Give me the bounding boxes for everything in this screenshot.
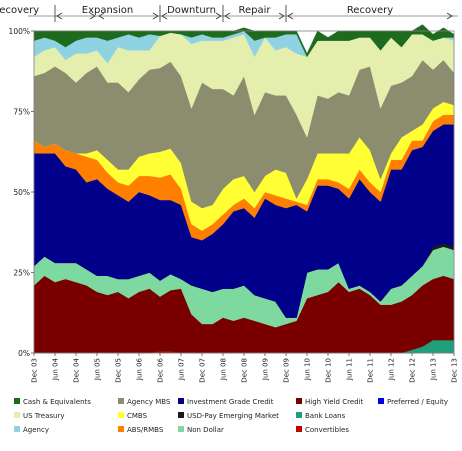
x-tick-label: Dec 08 bbox=[241, 358, 249, 383]
x-tick-label: Jun 13 bbox=[430, 358, 438, 381]
x-tick-label: Jun 05 bbox=[94, 358, 102, 381]
legend-swatch-cmbs bbox=[118, 412, 124, 418]
legend-label-bank-loans: Bank Loans bbox=[305, 412, 346, 420]
legend-label-agency-mbs: Agency MBS bbox=[127, 398, 171, 406]
phase-label: Recovery bbox=[347, 5, 393, 16]
legend-swatch-agency-mbs bbox=[118, 398, 124, 404]
phase-label: Downturn bbox=[167, 5, 216, 16]
phase-label: Repair bbox=[238, 5, 271, 16]
legend-swatch-usd-pay-emerging-market bbox=[178, 412, 184, 418]
x-tick-label: Dec 03 bbox=[31, 358, 39, 383]
x-tick-label: Jun 11 bbox=[346, 358, 354, 381]
legend-swatch-preferred-equity bbox=[378, 398, 384, 404]
legend-label-usd-pay-emerging-market: USD-Pay Emerging Market bbox=[187, 412, 279, 420]
phase-arrow-right bbox=[89, 12, 96, 20]
phase-label: Recovery bbox=[0, 5, 39, 16]
phase-arrow-right bbox=[446, 12, 453, 20]
phase-arrow-left bbox=[98, 12, 105, 20]
legend-swatch-investment-grade-credit bbox=[178, 398, 184, 404]
legend-swatch-us-treasury bbox=[14, 412, 20, 418]
phase-arrow-right bbox=[215, 12, 222, 20]
phase-arrow-left bbox=[56, 12, 63, 20]
phase-label: Expansion bbox=[82, 5, 134, 16]
legend-label-agency: Agency bbox=[23, 426, 49, 434]
legend-swatch-agency bbox=[14, 426, 20, 432]
phase-arrow-right bbox=[152, 12, 159, 20]
x-tick-label: Jun 12 bbox=[388, 358, 396, 381]
x-tick-label: Dec 06 bbox=[157, 357, 165, 382]
legend-label-abs-rmbs: ABS/RMBS bbox=[127, 426, 164, 434]
y-tick-label: 25% bbox=[13, 269, 30, 278]
legend-label-cash-equivalents: Cash & Equivalents bbox=[23, 398, 91, 406]
legend-label-preferred-equity: Preferred / Equity bbox=[387, 398, 448, 406]
x-tick-label: Dec 12 bbox=[409, 358, 417, 383]
legend-label-cmbs: CMBS bbox=[127, 412, 148, 420]
x-tick-label: Dec 10 bbox=[325, 358, 333, 383]
x-tick-label: Dec 13 bbox=[451, 358, 459, 383]
x-tick-label: Jun 06 bbox=[136, 357, 144, 381]
legend-swatch-cash-equivalents bbox=[14, 398, 20, 404]
y-tick-label: 50% bbox=[13, 188, 30, 197]
legend-swatch-bank-loans bbox=[296, 412, 302, 418]
x-tick-label: Dec 04 bbox=[73, 357, 81, 382]
legend-swatch-high-yield-credit bbox=[296, 398, 302, 404]
x-tick-label: Dec 05 bbox=[115, 358, 123, 383]
x-tick-label: Dec 09 bbox=[283, 358, 291, 383]
y-tick-label: 75% bbox=[13, 108, 30, 117]
x-tick-label: Dec 11 bbox=[367, 358, 375, 383]
x-tick-label: Dec 07 bbox=[199, 358, 207, 383]
phase-arrow-left bbox=[161, 12, 168, 20]
x-tick-label: Jun 10 bbox=[304, 358, 312, 381]
legend-label-high-yield-credit: High Yield Credit bbox=[305, 398, 364, 406]
legend-label-convertibles: Convertibles bbox=[305, 426, 349, 434]
y-tick-label: 100% bbox=[9, 27, 30, 36]
legend-label-non-dollar: Non Dollar bbox=[187, 426, 224, 434]
phase-arrow-right bbox=[278, 12, 285, 20]
x-tick-label: Jun 09 bbox=[262, 358, 270, 381]
legend-swatch-abs-rmbs bbox=[118, 426, 124, 432]
x-tick-label: Jun 07 bbox=[178, 358, 186, 381]
legend-swatch-convertibles bbox=[296, 426, 302, 432]
phase-arrow-left bbox=[224, 12, 231, 20]
x-tick-label: Jun 08 bbox=[220, 358, 228, 381]
phase-arrow-left bbox=[287, 12, 294, 20]
y-tick-label: 0% bbox=[18, 349, 30, 358]
x-tick-label: Jun 04 bbox=[52, 357, 60, 381]
legend-label-us-treasury: US Treasury bbox=[23, 412, 64, 420]
legend-label-investment-grade-credit: Investment Grade Credit bbox=[187, 398, 274, 406]
legend-swatch-non-dollar bbox=[178, 426, 184, 432]
